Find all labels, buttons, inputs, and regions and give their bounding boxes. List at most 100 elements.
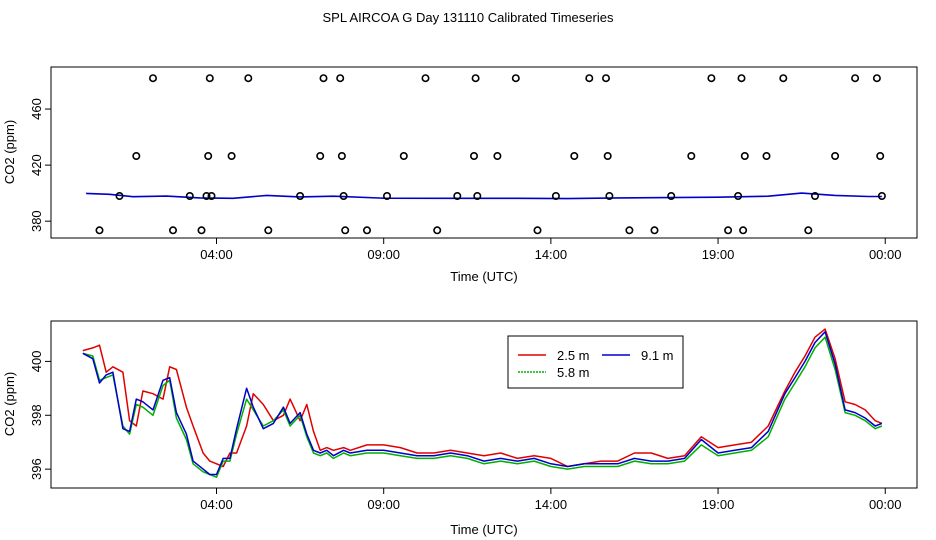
bottom-panel-lines: 04:00 09:00 14:00 19:00 00:00 396 398 400 Time… xyxy=(2,320,918,537)
top-panel-data-point xyxy=(734,192,743,201)
top-panel-data-point xyxy=(687,152,696,161)
top-panel-data-point xyxy=(433,226,442,235)
top-panel-data-point xyxy=(316,152,325,161)
top-panel-data-point xyxy=(469,152,478,161)
legend-label-5-8m: 5.8 m xyxy=(557,365,590,380)
top-panel-data-point xyxy=(779,74,788,83)
top-panel-data-point xyxy=(737,74,746,83)
top-panel-data-point xyxy=(724,226,733,235)
top-panel-co2-line xyxy=(86,192,882,200)
top-panel-data-point xyxy=(603,152,612,161)
p1-x-tick-label: 19:00 xyxy=(702,247,735,262)
p1-x-tick-label: 14:00 xyxy=(535,247,568,262)
top-panel-data-point xyxy=(533,226,542,235)
top-panel-data-point xyxy=(762,152,771,161)
legend-label-2-5m: 2.5 m xyxy=(557,348,590,363)
top-panel-line-layer xyxy=(86,192,882,200)
series-line-5-8-m xyxy=(82,336,883,478)
bottom-panel-x-axis: 04:00 09:00 14:00 19:00 00:00 xyxy=(200,488,902,512)
top-panel-data-point xyxy=(319,74,328,83)
top-panel-x-axis: 04:00 09:00 14:00 19:00 00:00 xyxy=(200,238,902,262)
top-panel-data-point xyxy=(244,74,253,83)
top-panel-scatter: 04:00 09:00 14:00 19:00 00:00 380 420 460 Time… xyxy=(2,66,918,284)
top-panel-data-point xyxy=(205,74,214,83)
top-panel-data-point xyxy=(336,74,345,83)
bottom-panel-x-label: Time (UTC) xyxy=(450,522,517,537)
p2-x-tick-label: 14:00 xyxy=(535,497,568,512)
top-panel-data-point xyxy=(115,192,124,201)
top-panel-data-point xyxy=(421,74,430,83)
top-panel-data-point xyxy=(493,152,502,161)
top-panel-data-point xyxy=(296,192,305,201)
top-panel-data-point xyxy=(804,226,813,235)
top-panel-data-point xyxy=(570,152,579,161)
top-panel-data-point xyxy=(185,192,194,201)
top-panel-data-point xyxy=(585,74,594,83)
top-panel-y-axis: 380 420 460 xyxy=(29,98,51,232)
p2-x-tick-label: 00:00 xyxy=(869,497,902,512)
p2-x-tick-label: 19:00 xyxy=(702,497,735,512)
p1-x-tick-label: 09:00 xyxy=(367,247,400,262)
p2-y-tick-label: 398 xyxy=(29,404,44,426)
bottom-panel-y-axis: 396 398 400 xyxy=(29,351,51,480)
top-panel-data-point xyxy=(739,226,748,235)
top-panel-data-point xyxy=(337,152,346,161)
top-panel-data-point xyxy=(132,152,141,161)
top-panel-data-point xyxy=(650,226,659,235)
p2-x-tick-label: 04:00 xyxy=(200,497,233,512)
top-panel-data-point xyxy=(707,74,716,83)
top-panel-data-point xyxy=(341,226,350,235)
p1-y-tick-label: 460 xyxy=(29,98,44,120)
top-panel-data-point xyxy=(339,192,348,201)
top-panel-points-layer xyxy=(95,74,886,235)
legend-label-9-1m: 9.1 m xyxy=(641,348,674,363)
top-panel-data-point xyxy=(264,226,273,235)
top-panel-data-point xyxy=(204,152,213,161)
p1-x-tick-label: 00:00 xyxy=(869,247,902,262)
top-panel-data-point xyxy=(473,192,482,201)
p1-y-tick-label: 420 xyxy=(29,154,44,176)
top-panel-data-point xyxy=(872,74,881,83)
top-panel-frame xyxy=(50,66,918,239)
top-panel-data-point xyxy=(605,192,614,201)
top-panel-data-point xyxy=(197,226,206,235)
top-panel-data-point xyxy=(667,192,676,201)
p2-y-tick-label: 396 xyxy=(29,458,44,480)
top-panel-data-point xyxy=(877,192,886,201)
top-panel-data-point xyxy=(471,74,480,83)
p2-y-tick-label: 400 xyxy=(29,351,44,373)
top-panel-data-point xyxy=(601,74,610,83)
bottom-panel-y-label: CO2 (ppm) xyxy=(2,372,17,436)
top-panel-data-point xyxy=(453,192,462,201)
top-panel-data-point xyxy=(202,192,211,201)
top-panel-data-point xyxy=(625,226,634,235)
top-panel-data-point xyxy=(831,152,840,161)
top-panel-data-point xyxy=(362,226,371,235)
top-panel-data-point xyxy=(740,152,749,161)
top-panel-data-point xyxy=(851,74,860,83)
series-line-9-1-m xyxy=(82,331,883,476)
top-panel-data-point xyxy=(227,152,236,161)
top-panel-y-label: CO2 (ppm) xyxy=(2,120,17,184)
top-panel-data-point xyxy=(876,152,885,161)
top-panel-data-point xyxy=(382,192,391,201)
legend-box xyxy=(507,335,684,389)
top-panel-data-point xyxy=(810,192,819,201)
top-panel-data-point xyxy=(95,226,104,235)
p1-x-tick-label: 04:00 xyxy=(200,247,233,262)
p2-x-tick-label: 09:00 xyxy=(367,497,400,512)
legend: 2.5 m 9.1 m 5.8 m xyxy=(507,335,684,389)
series-line-2-5-m xyxy=(82,328,883,468)
p1-y-tick-label: 380 xyxy=(29,210,44,232)
top-panel-data-point xyxy=(169,226,178,235)
bottom-panel-series-layer xyxy=(82,328,883,478)
top-panel-data-point xyxy=(399,152,408,161)
top-panel-data-point xyxy=(207,192,216,201)
top-panel-x-label: Time (UTC) xyxy=(450,269,517,284)
top-panel-data-point xyxy=(149,74,158,83)
figure-title: SPL AIRCOA G Day 131110 Calibrated Times… xyxy=(323,10,614,25)
top-panel-data-point xyxy=(511,74,520,83)
top-panel-data-point xyxy=(551,192,560,201)
bottom-panel-frame xyxy=(50,320,918,489)
